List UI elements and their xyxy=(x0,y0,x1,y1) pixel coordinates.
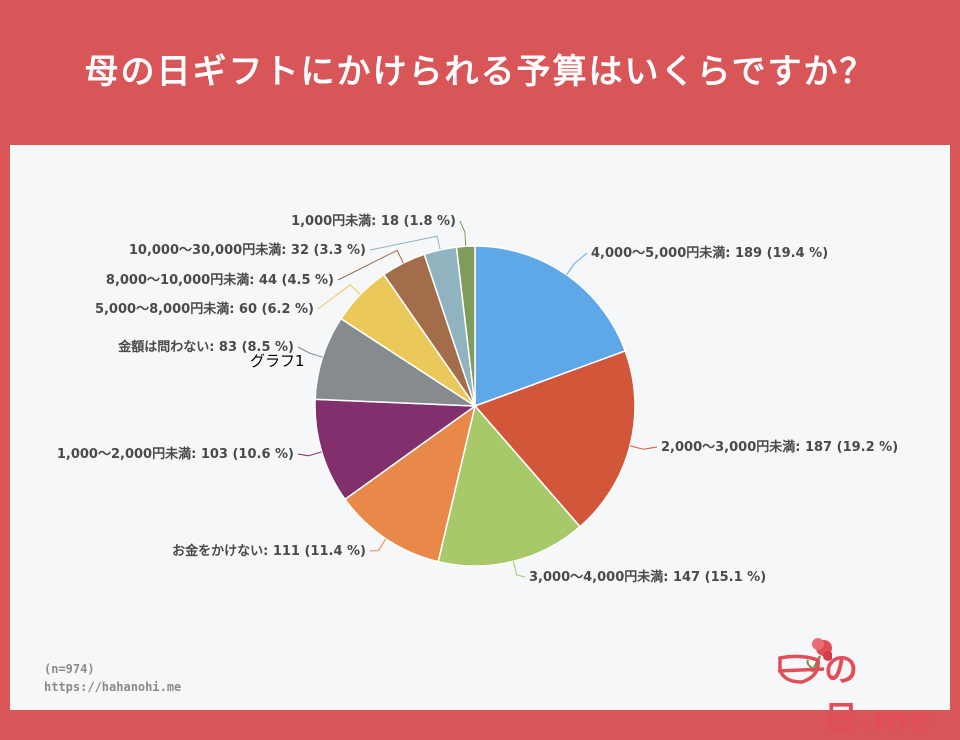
leader-line xyxy=(459,220,467,247)
slice-label: 1,000～2,000円未満: 103 (10.6 %) xyxy=(57,446,294,462)
slice-label: 金額は問わない: 83 (8.5 %) xyxy=(117,339,294,355)
leader-line xyxy=(566,252,588,276)
leader-line xyxy=(512,561,526,578)
pie-chart: 4,000～5,000円未満: 189 (19.4 %) 2,000～3,000円… xyxy=(57,213,898,585)
leader-line xyxy=(337,249,404,281)
leader-line xyxy=(297,451,322,457)
sample-size: (n=974) xyxy=(44,662,95,676)
carnation-logo-icon xyxy=(777,638,833,684)
slice-label: 5,000～8,000円未満: 60 (6.2 %) xyxy=(95,301,314,317)
slice-label: 2,000～3,000円未満: 187 (19.2 %) xyxy=(661,439,898,455)
leader-line xyxy=(629,445,658,450)
slice-label: 3,000～4,000円未満: 147 (15.1 %) xyxy=(529,569,766,585)
page-title: 母の日ギフトにかけられる予算はいくらですか？ xyxy=(84,52,876,92)
pie-slice xyxy=(314,398,478,501)
leader-line xyxy=(317,284,361,310)
slice-label: 8,000～10,000円未満: 44 (4.5 %) xyxy=(106,272,334,288)
pie-slice xyxy=(473,349,636,528)
slice-label: 1,000円未満: 18 (1.8 %) xyxy=(291,213,456,229)
slice-label: お金をかけない: 111 (11.4 %) xyxy=(172,543,366,559)
pie-slice xyxy=(437,404,582,567)
chart-panel: 4,000～5,000円未満: 189 (19.4 %) 2,000～3,000円… xyxy=(10,145,950,710)
slice-label: 10,000～30,000円未満: 32 (3.3 %) xyxy=(129,242,366,258)
pie-slice xyxy=(343,404,477,563)
pie-slice xyxy=(314,317,478,407)
hahanohi-logo: の日.me xyxy=(772,636,942,739)
pie-slice xyxy=(474,245,627,408)
slice-label: 4,000～5,000円未満: 189 (19.4 %) xyxy=(591,245,828,261)
source-url: https://hahanohi.me xyxy=(44,680,182,694)
leader-line xyxy=(369,538,387,552)
leader-line xyxy=(369,235,441,251)
logo-text: の日.me xyxy=(824,650,934,739)
overlay-label: グラフ1 xyxy=(250,352,305,370)
header: 母の日ギフトにかけられる予算はいくらですか？ xyxy=(0,0,960,145)
leader-line xyxy=(297,346,323,358)
